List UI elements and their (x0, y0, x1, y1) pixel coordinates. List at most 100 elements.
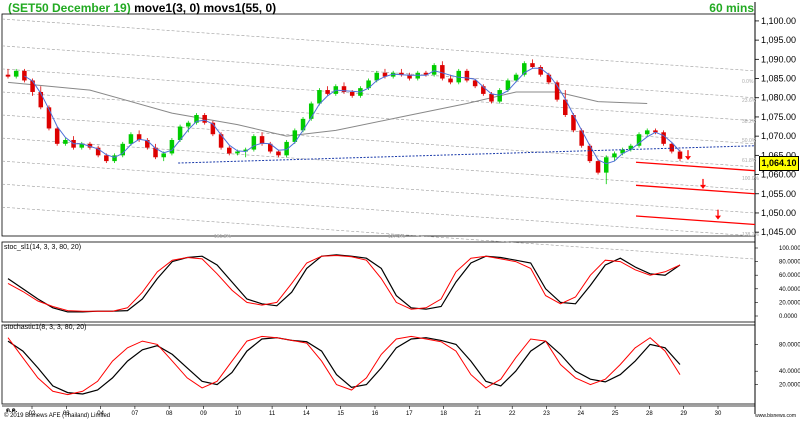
fib-level-label: 23.6% (742, 98, 757, 104)
month-label: ต.ค. (6, 408, 18, 414)
stoch-slow-pane-frame (1, 241, 756, 323)
candle-body (325, 90, 330, 94)
price-tick-label: 1,065.00 (761, 150, 796, 160)
indicators-label: move1(3, 0) movs1(55, 0) (134, 1, 277, 15)
candle-body (349, 91, 355, 96)
target-arrow-head (715, 215, 721, 220)
stoch-fast-label: stochastic1(8, 3, 3, 80, 20) (4, 324, 87, 331)
price-tick-label: 1,095.00 (761, 35, 796, 45)
fib-line (1, 114, 756, 168)
candle-body (644, 130, 650, 135)
target-line (635, 184, 756, 195)
candle-body (513, 74, 519, 81)
time-tick-label: 24 (577, 411, 584, 417)
time-tick-label: 17 (406, 411, 413, 417)
candle-body (554, 82, 560, 100)
candle-body (505, 80, 511, 91)
candle-body (563, 99, 568, 116)
candle-body (472, 80, 478, 87)
candle-body (603, 157, 609, 173)
stoch-slow-tick-label: 20.0000 (779, 300, 800, 306)
candle-body (628, 145, 634, 150)
candle-body (112, 155, 117, 162)
chart-title: (SET50 December 19) move1(3, 0) movs1(55… (8, 1, 276, 15)
price-tick-label: 1,070.00 (761, 131, 796, 141)
candle-body (235, 151, 240, 154)
fib-line (1, 137, 756, 191)
time-tick-label: 21 (475, 411, 482, 417)
symbol-label: (SET50 December 19) (8, 1, 131, 15)
candle-body (390, 72, 396, 77)
fib-level-label: 138.2% (742, 232, 760, 238)
candle-body (489, 93, 494, 102)
time-tick-label: 16 (372, 411, 379, 417)
fib-level-label: 100.0% (742, 176, 760, 182)
candle-body (161, 153, 166, 158)
candle-body (407, 74, 412, 79)
time-tick-label: 03 (63, 411, 70, 417)
candle-body (292, 130, 298, 142)
fib-line (1, 68, 756, 122)
candle-body (259, 136, 265, 144)
stoch-slow-line-d (7, 254, 681, 312)
candle-body (145, 139, 150, 148)
candle-body (636, 134, 642, 146)
price-tick-label: 1,085.00 (761, 74, 796, 84)
time-tick-label: 11 (269, 411, 276, 417)
fib-line (1, 18, 756, 72)
candle-body (440, 65, 445, 79)
time-tick-label: 10 (234, 411, 241, 417)
candle-body (128, 134, 134, 144)
time-tick-label: 08 (166, 411, 173, 417)
candle-body (571, 115, 576, 131)
candle-body (104, 155, 109, 162)
candle-body (579, 130, 584, 146)
fib-level-label: 38.2% (742, 119, 757, 125)
target-line (635, 215, 756, 226)
candle-body (317, 90, 322, 104)
fib-line (1, 45, 756, 99)
price-tick-label: 1,060.00 (761, 170, 796, 180)
stoch-slow-tick-label: 60.0000 (779, 273, 800, 279)
price-tick-label: 1,100.00 (761, 16, 796, 26)
stoch-slow-tick-label: 0.0000 (779, 314, 798, 320)
target-arrow-head (685, 156, 691, 161)
price-tick-label: 1,075.00 (761, 112, 796, 122)
fib-line (1, 91, 756, 145)
fib-level-label: 0.0% (742, 79, 754, 85)
candle-body (481, 86, 486, 94)
candle-body (341, 86, 347, 92)
candle-body (538, 67, 543, 75)
candle-body (30, 80, 35, 92)
candle-body (251, 136, 257, 150)
candle-body (5, 74, 11, 77)
copyright-text: © 2019 Bisnews AFE (Thailand) Limited (4, 413, 111, 419)
fib-line (1, 160, 756, 214)
time-tick-label: 22 (509, 411, 516, 417)
candle-body (267, 143, 273, 152)
stoch-fast-line-d (7, 335, 681, 396)
main-pane-frame (1, 13, 756, 237)
candle-body (456, 70, 461, 83)
candle-body (54, 128, 60, 144)
time-tick-label: 25 (612, 411, 619, 417)
fib-level-label: 50.0% (742, 138, 757, 144)
candle-body (546, 74, 552, 83)
candle-body (46, 107, 52, 129)
candle-body (136, 134, 142, 140)
candle-body (218, 134, 224, 148)
time-tick-label: 09 (200, 411, 207, 417)
candle-body (423, 72, 429, 75)
candle-body (431, 65, 437, 75)
candle-body (669, 143, 675, 152)
fib-line (1, 183, 756, 237)
time-tick-label: 15 (337, 411, 344, 417)
price-tick-label: 1,090.00 (761, 54, 796, 64)
price-tick-label: 1,055.00 (761, 189, 796, 199)
stoch-fast-tick-label: 80.0000 (779, 342, 800, 348)
candle-body (448, 78, 453, 83)
candle-body (63, 139, 68, 144)
fib-level-label: 61.8% (742, 158, 757, 164)
candle-body (38, 91, 44, 108)
